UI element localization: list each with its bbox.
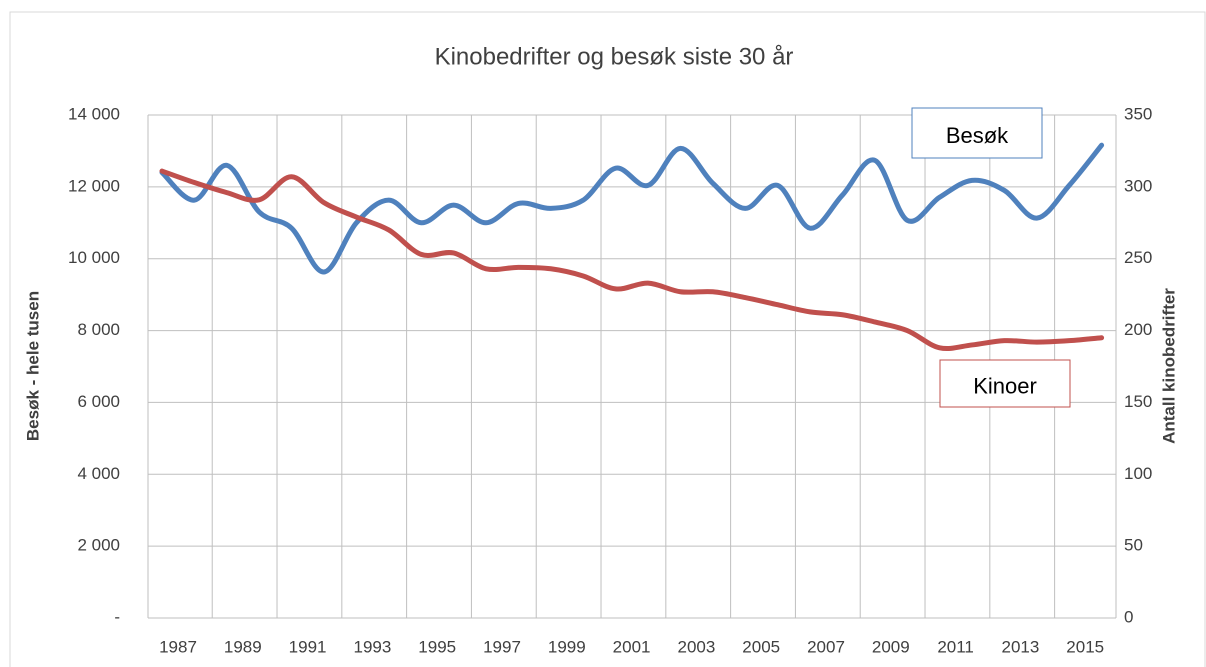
x-tick-label: 2007: [807, 637, 845, 656]
x-tick-label: 1989: [224, 637, 262, 656]
x-tick-label: 2003: [677, 637, 715, 656]
y-tick-label: 6 000: [77, 392, 120, 411]
y-tick-label: 12 000: [68, 176, 120, 195]
y2-tick-label: 50: [1124, 536, 1143, 555]
x-tick-label: 1993: [353, 637, 391, 656]
y-tick-label: -: [114, 607, 120, 626]
series-line: [159, 168, 1105, 352]
y2-tick-label: 100: [1124, 464, 1152, 483]
x-tick-label: 1999: [548, 637, 586, 656]
series-line: [159, 142, 1105, 275]
y-tick-label: 4 000: [77, 464, 120, 483]
y-tick-label: 14 000: [68, 104, 120, 123]
chart-title: Kinobedrifter og besøk siste 30 år: [435, 43, 794, 70]
x-tick-label: 2013: [1001, 637, 1039, 656]
legend-box: [911, 107, 1043, 159]
legend-label: Kinoer: [973, 373, 1037, 398]
y2-tick-label: 250: [1124, 248, 1152, 267]
x-tick-label: 2001: [613, 637, 651, 656]
y-tick-label: 10 000: [68, 248, 120, 267]
y-axis-label: Besøk - hele tusen: [23, 291, 42, 441]
y2-tick-label: 300: [1124, 176, 1152, 195]
y2-axis-label: Antall kinobedrifter: [1159, 288, 1178, 444]
x-tick-label: 2015: [1066, 637, 1104, 656]
y-tick-label: 8 000: [77, 320, 120, 339]
x-tick-label: 1997: [483, 637, 521, 656]
y-tick-label: 2 000: [77, 536, 120, 555]
y2-tick-label: 200: [1124, 320, 1152, 339]
y2-tick-label: 0: [1124, 607, 1133, 626]
x-tick-label: 1987: [159, 637, 197, 656]
x-tick-label: 1991: [289, 637, 327, 656]
legend-label: Besøk: [946, 123, 1009, 148]
y2-tick-label: 350: [1124, 104, 1152, 123]
x-tick-label: 2009: [872, 637, 910, 656]
y2-tick-label: 150: [1124, 392, 1152, 411]
x-tick-label: 1995: [418, 637, 456, 656]
legend-box: [939, 359, 1071, 408]
x-tick-label: 2011: [937, 637, 974, 656]
x-tick-label: 2005: [742, 637, 780, 656]
